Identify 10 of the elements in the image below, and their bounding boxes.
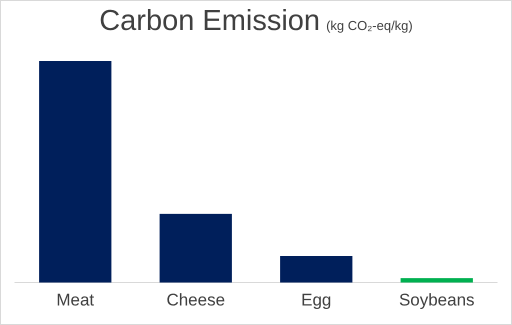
bar bbox=[280, 256, 352, 283]
x-tick-label: Cheese bbox=[166, 290, 226, 310]
x-tick-label: Egg bbox=[301, 290, 332, 310]
chart-title: Carbon Emission bbox=[99, 5, 320, 37]
chart-subtitle: (kg CO₂-eq/kg) bbox=[326, 18, 413, 33]
bar bbox=[160, 214, 232, 283]
bar bbox=[400, 278, 473, 283]
x-tick-label: Meat bbox=[56, 290, 94, 310]
x-tick-label: Soybeans bbox=[398, 290, 475, 310]
bar bbox=[39, 61, 112, 283]
